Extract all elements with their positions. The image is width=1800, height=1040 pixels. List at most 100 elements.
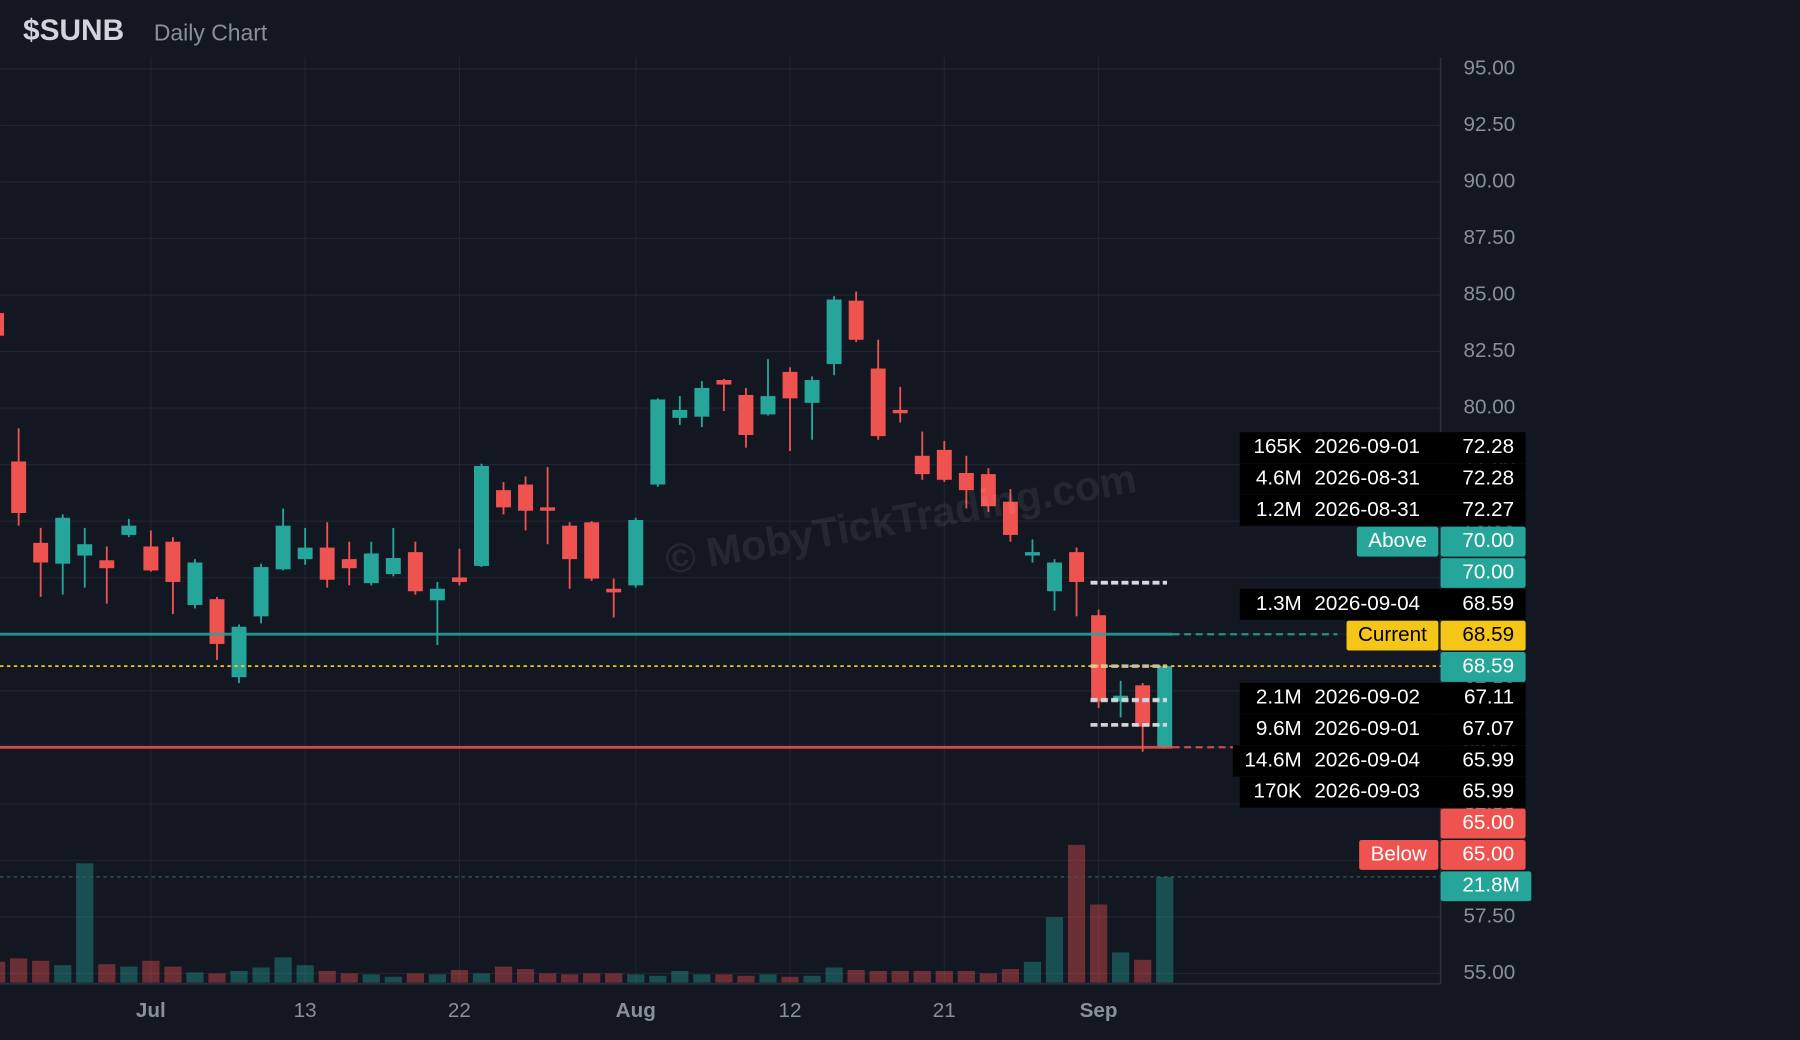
- tag-layer: 165K 2026-09-01 72.28 4.6M 2026-08-31 72.28 1.…: [1232, 432, 1532, 902]
- candle-body: [606, 588, 622, 593]
- candle-body: [870, 368, 886, 437]
- volume-bar: [494, 966, 513, 983]
- y-tick-label: 80.00: [1464, 396, 1516, 419]
- candle-body: [165, 541, 181, 582]
- candle-layer: [0, 291, 1173, 752]
- candle-body: [253, 567, 269, 617]
- volume-bar: [76, 863, 94, 983]
- y-tick-label: 87.50: [1464, 226, 1516, 249]
- volume-bar: [516, 969, 535, 983]
- volume-bar: [340, 973, 358, 983]
- volume-bar: [318, 970, 336, 983]
- volume-bar: [737, 975, 755, 983]
- volume-bar: [186, 972, 204, 983]
- volume-bar: [781, 976, 799, 983]
- volume-bar: [1023, 961, 1042, 983]
- candle-body: [540, 507, 556, 511]
- level-date: 2026-09-04: [1314, 592, 1420, 615]
- level-volume: 1.3M: [1256, 592, 1302, 615]
- x-tick-label: 21: [933, 999, 956, 1022]
- candle-body: [980, 474, 996, 507]
- candle-body: [187, 562, 203, 606]
- level-volume: 14.6M: [1244, 748, 1301, 771]
- level-volume: 170K: [1254, 780, 1302, 803]
- volume-bar: [583, 973, 601, 983]
- y-tick-label: 85.00: [1464, 282, 1516, 305]
- level-date: 2026-08-31: [1314, 498, 1420, 521]
- level-tag-box: [1239, 776, 1526, 808]
- candle-body: [99, 560, 115, 569]
- level-date: 2026-09-01: [1314, 717, 1420, 740]
- grid-layer: [0, 57, 1441, 984]
- y-tick-label: 82.50: [1464, 339, 1516, 362]
- y-tick-label: 90.00: [1464, 169, 1516, 192]
- candle-body: [11, 461, 27, 514]
- candle-body: [77, 544, 93, 556]
- candle-body: [496, 490, 511, 508]
- volume-bar: [561, 974, 579, 983]
- candle-body: [407, 552, 423, 592]
- candle-body: [1157, 666, 1173, 748]
- candle-body: [738, 394, 754, 435]
- level-date: 2026-09-01: [1314, 435, 1420, 458]
- volume-bar: [759, 974, 777, 983]
- level-tag-box: [1239, 682, 1526, 714]
- candle-body: [914, 455, 930, 475]
- candle-body: [209, 599, 225, 644]
- level-volume: 9.6M: [1256, 717, 1302, 740]
- level-price: 65.99: [1462, 748, 1514, 771]
- volume-bar: [208, 973, 226, 983]
- volume-bar: [605, 973, 623, 983]
- candle-body: [474, 465, 489, 566]
- y-tick-label: 55.00: [1464, 961, 1516, 984]
- chart-subtitle: Daily Chart: [154, 19, 268, 45]
- alert-label: Current: [1358, 623, 1427, 646]
- x-tick-label: 12: [779, 999, 802, 1022]
- price-tag-box: [1440, 620, 1526, 651]
- level-tag-box: [1239, 588, 1526, 620]
- price-tag-box: [1440, 808, 1526, 839]
- volume-bar: [825, 967, 843, 983]
- level-tag-box: [1239, 714, 1526, 746]
- level-volume: 165K: [1254, 435, 1302, 458]
- alert-label: Above: [1368, 529, 1427, 552]
- volume-bar: [649, 975, 667, 983]
- volume-bar: [1089, 904, 1108, 983]
- price-tag-box: [1440, 840, 1526, 870]
- candle-body: [936, 449, 952, 480]
- price-tag: 65.00: [1462, 842, 1514, 865]
- candle-body: [672, 409, 688, 418]
- candle-body: [716, 380, 732, 385]
- candle-body: [1113, 695, 1129, 702]
- price-tag-box: [1440, 526, 1526, 557]
- candle-body: [0, 313, 5, 336]
- volume-bar: [10, 958, 28, 983]
- level-date: 2026-09-04: [1314, 748, 1420, 771]
- volume-bar: [671, 970, 689, 983]
- level-price: 67.11: [1464, 686, 1514, 709]
- alert-label-box: [1359, 840, 1439, 870]
- alert-label-box: [1346, 620, 1439, 651]
- line-layer: [0, 580, 1441, 878]
- volume-bar: [450, 969, 469, 983]
- price-tag: 68.59: [1462, 654, 1514, 677]
- level-price: 68.59: [1462, 592, 1514, 615]
- candle-body: [121, 525, 137, 535]
- volume-bar: [1112, 952, 1130, 983]
- y-tick-label: 95.00: [1464, 56, 1516, 79]
- candle-body: [1002, 501, 1018, 535]
- candle-body: [341, 559, 357, 569]
- volume-bar: [957, 970, 975, 983]
- candle-body: [848, 300, 864, 340]
- volume-bar: [715, 974, 733, 983]
- candle-body: [562, 525, 578, 560]
- level-tag-box: [1232, 745, 1526, 777]
- level-date: 2026-09-02: [1314, 686, 1420, 709]
- candle-body: [782, 371, 798, 399]
- candle-body: [694, 387, 710, 417]
- volume-bar: [406, 973, 424, 983]
- alert-label-box: [1356, 526, 1439, 557]
- volume-bar: [627, 974, 645, 983]
- candle-body: [650, 399, 666, 485]
